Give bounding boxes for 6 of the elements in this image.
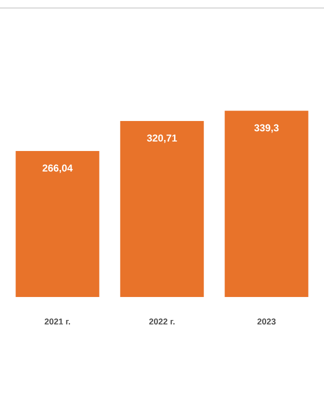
data-label: 339,3: [254, 124, 279, 133]
x-tick-label: 2023: [257, 318, 276, 325]
data-label: 320,71: [147, 134, 177, 144]
data-label: 266,04: [42, 164, 73, 174]
x-tick-label: 2021 г.: [44, 318, 70, 325]
x-tick-label: 2022 г.: [149, 318, 175, 325]
